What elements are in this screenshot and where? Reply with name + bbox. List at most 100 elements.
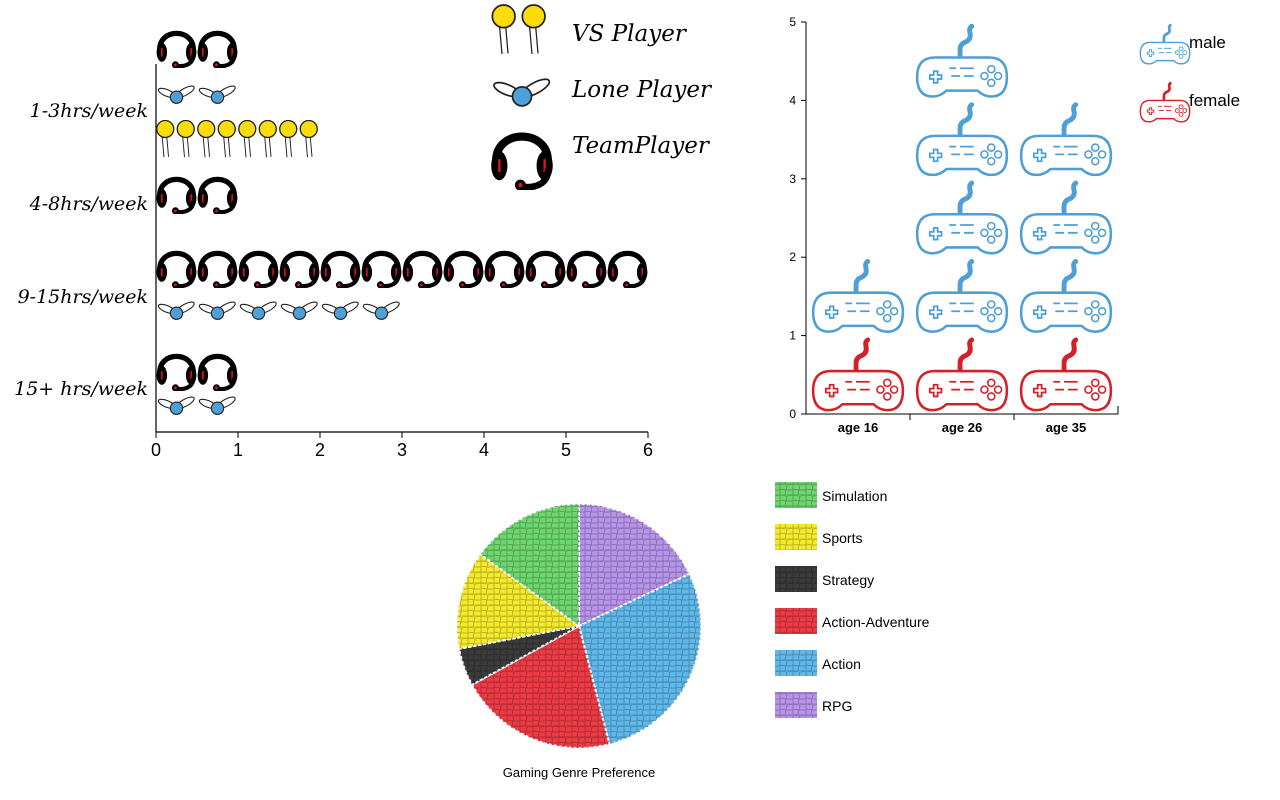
legend-label-female: female (1189, 91, 1240, 110)
winged-bulb-icon (198, 300, 237, 320)
headset-icon (157, 356, 197, 391)
hours-x-tick-label: 5 (561, 440, 571, 460)
pie-legend-item: Action-Adventure (775, 608, 930, 634)
pie-legend-item: Simulation (775, 482, 887, 508)
headset-icon (198, 33, 238, 68)
genre-pie-chart: Gaming Genre Preference Simulation Sports… (456, 482, 930, 780)
gamepad-icon (1021, 105, 1111, 175)
hours-x-tick-label: 6 (643, 440, 653, 460)
headset-icon (239, 253, 279, 288)
hours-x-tick-label: 4 (479, 440, 489, 460)
pie-legend-label: Strategy (822, 572, 874, 588)
headset-icon (526, 253, 566, 288)
pie-legend-label: Sports (822, 530, 862, 546)
lollipop-icon (157, 121, 174, 158)
gamepad-icon (813, 261, 903, 331)
gamepad-icon (1138, 23, 1192, 66)
pie-legend-label: RPG (822, 698, 852, 714)
legend-lone-player: Lone Player (491, 76, 713, 107)
legend-female: female (1138, 81, 1240, 124)
winged-bulb-icon (157, 300, 196, 320)
age-y-tick-label: 4 (789, 93, 796, 107)
pie-legend-item: Sports (775, 524, 862, 550)
age-y-tick-label: 2 (789, 250, 796, 264)
gamepad-icon (1021, 340, 1111, 410)
hours-x-tick-label: 1 (233, 440, 243, 460)
pie-legend-swatch-texture (775, 524, 817, 550)
winged-bulb-icon (157, 395, 196, 415)
lollipop-icon (177, 121, 194, 158)
lollipop-icon (280, 121, 297, 158)
winged-bulb-icon (239, 300, 278, 320)
hours-legend: VS Player Lone Player TeamPlayer (491, 5, 713, 191)
pie-legend-swatch-texture (775, 692, 817, 718)
headset-icon (157, 179, 197, 214)
headset-icon (198, 179, 238, 214)
gamepad-icon (917, 26, 1007, 96)
lollipop-icon (492, 5, 515, 54)
pie-legend-item: RPG (775, 692, 852, 718)
hours-category-label: 1-3hrs/week (30, 100, 148, 122)
legend-male: male (1138, 23, 1226, 66)
hours-category-label: 9-15hrs/week (18, 286, 148, 308)
hours-x-tick-label: 3 (397, 440, 407, 460)
pie-title: Gaming Genre Preference (503, 765, 655, 780)
gamepad-icon (1021, 261, 1111, 331)
headset-icon (485, 253, 525, 288)
headset-icon (198, 253, 238, 288)
winged-bulb-icon (157, 84, 196, 104)
gamepad-icon (1138, 81, 1192, 124)
age-y-tick-label: 5 (789, 15, 796, 29)
gamepad-icon (917, 261, 1007, 331)
winged-bulb-icon (280, 300, 319, 320)
hours-pictograph-chart: 0 1 2 3 4 5 6 1-3hrs/week 4-8hrs/week 9-15hrs/we… (14, 5, 713, 460)
age-y-tick-label: 1 (789, 329, 796, 343)
headset-icon (280, 253, 320, 288)
lollipop-icon (198, 121, 215, 158)
age-y-tick-label: 0 (789, 407, 796, 421)
hours-category-label: 4-8hrs/week (29, 193, 148, 215)
headset-icon (403, 253, 443, 288)
gamepad-icon (813, 340, 903, 410)
pie-legend-label: Action-Adventure (822, 614, 930, 630)
headset-icon (491, 137, 553, 191)
legend-label-vs-player: VS Player (572, 21, 688, 47)
winged-bulb-icon (362, 300, 401, 320)
winged-bulb-icon (198, 84, 237, 104)
pie-legend-swatch-texture (775, 650, 817, 676)
winged-bulb-icon (198, 395, 237, 415)
lollipop-icon (218, 121, 235, 158)
age-y-tick-label: 3 (789, 172, 796, 186)
headset-icon (444, 253, 484, 288)
legend-vs-player: VS Player (492, 5, 688, 54)
headset-icon (321, 253, 361, 288)
lollipop-icon (259, 121, 276, 158)
age-category-label: age 35 (1046, 420, 1086, 435)
lollipop-icon (239, 121, 256, 158)
headset-icon (608, 253, 648, 288)
legend-team-player: TeamPlayer (491, 133, 711, 191)
pie-legend-label: Action (822, 656, 861, 672)
gamepad-icon (1021, 183, 1111, 253)
age-legend: male female (1138, 23, 1240, 124)
legend-label-team-player: TeamPlayer (572, 133, 711, 159)
pie-legend-swatch-texture (775, 566, 817, 592)
lollipop-icon (300, 121, 317, 158)
headset-icon (567, 253, 607, 288)
lollipop-icon (522, 5, 545, 54)
hours-x-tick-label: 0 (151, 440, 161, 460)
hours-category-label: 15+ hrs/week (14, 378, 148, 400)
winged-bulb-icon (491, 76, 553, 107)
pie-legend-item: Action (775, 650, 861, 676)
headset-icon (157, 33, 197, 68)
pie-legend-item: Strategy (775, 566, 874, 592)
pie-legend-swatch-texture (775, 608, 817, 634)
age-category-label: age 26 (942, 420, 982, 435)
gamepad-icon (917, 340, 1007, 410)
pie-legend-swatch-texture (775, 482, 817, 508)
legend-label-male: male (1189, 33, 1226, 52)
headset-icon (198, 356, 238, 391)
gamepad-icon (917, 105, 1007, 175)
legend-label-lone-player: Lone Player (571, 77, 713, 103)
